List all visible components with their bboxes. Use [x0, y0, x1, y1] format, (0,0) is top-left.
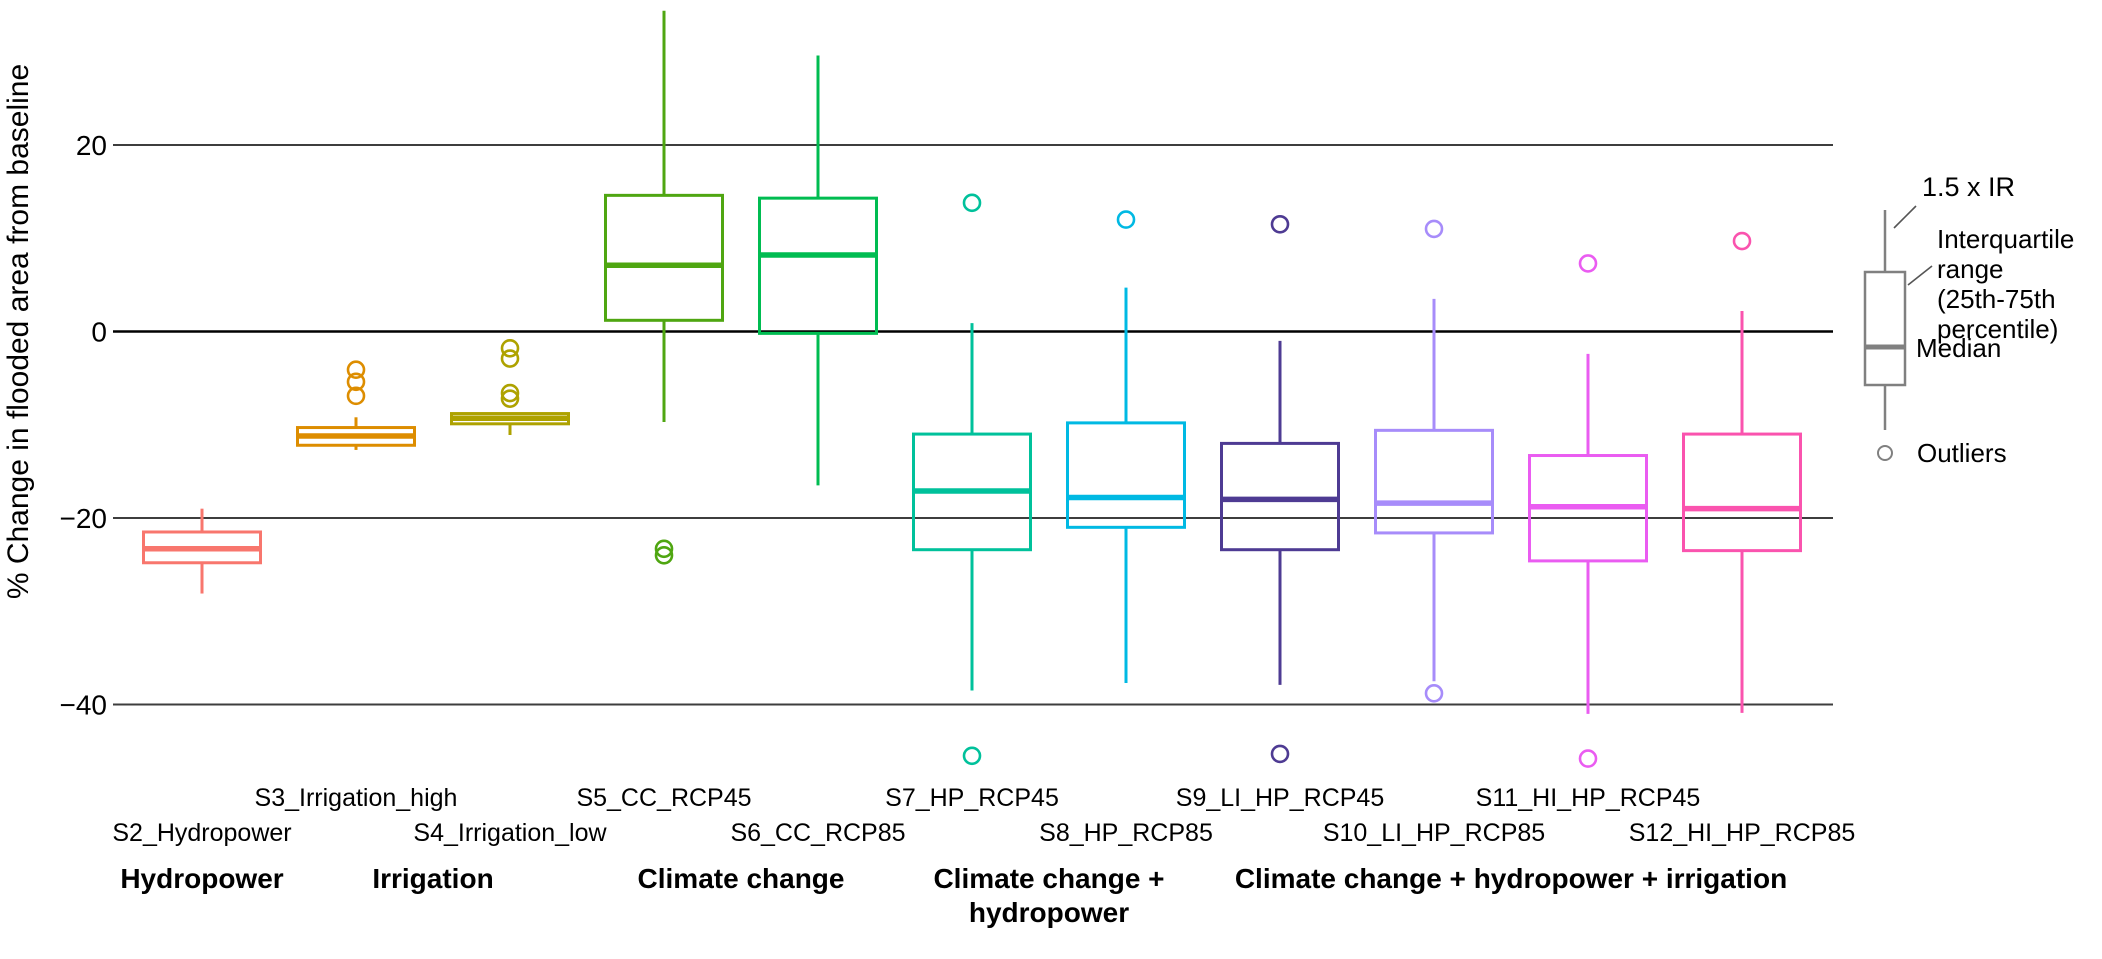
outlier-point	[500, 389, 520, 408]
outlier-point	[1424, 219, 1444, 239]
outlier-point	[1270, 214, 1290, 234]
legend-box-glyph	[1863, 270, 1907, 387]
iqr-box	[1220, 441, 1340, 552]
legend-leader-line	[1907, 265, 1933, 286]
outlier-point	[346, 386, 366, 406]
outlier-point	[1116, 210, 1136, 229]
box-S6_CC_RCP85	[758, 55, 878, 486]
outlier-point	[1424, 684, 1444, 703]
legend-outlier-icon	[1877, 445, 1893, 461]
legend-iqr-label: range	[1937, 254, 2004, 284]
box-S11_HI_HP_RCP45	[1528, 254, 1648, 768]
outlier-point	[1578, 749, 1598, 768]
y-tick-label: 20	[76, 130, 107, 161]
iqr-box	[758, 196, 878, 335]
scenario-label: S7_HP_RCP45	[885, 784, 1059, 812]
outlier-point	[500, 383, 520, 403]
scenario-label: S8_HP_RCP85	[1039, 819, 1213, 847]
scenario-label: S3_Irrigation_high	[255, 784, 458, 812]
gridlines: 20 0 −20 −40	[60, 130, 1833, 721]
group-label: Climate change	[638, 863, 845, 894]
scenario-label: S6_CC_RCP85	[730, 819, 905, 847]
iqr-box	[1682, 432, 1802, 553]
scenario-label: S11_HI_HP_RCP45	[1476, 784, 1701, 812]
outlier-point	[500, 349, 520, 368]
legend-whisker-label: 1.5 x IR	[1922, 172, 2015, 202]
box-S10_LI_HP_RCP85	[1374, 219, 1494, 703]
box-S8_HP_RCP85	[1066, 210, 1186, 684]
iqr-box	[604, 193, 724, 322]
legend-outliers-label: Outliers	[1917, 438, 2007, 468]
outlier-point	[1732, 231, 1752, 251]
y-tick-label: −20	[60, 503, 108, 534]
scenario-label: S10_LI_HP_RCP85	[1323, 819, 1545, 847]
outlier-point	[654, 545, 674, 565]
scenario-label: S12_HI_HP_RCP85	[1629, 819, 1856, 847]
legend: 1.5 x IR Interquartilerange(25th-75thperc…	[1863, 172, 2074, 468]
box-S9_LI_HP_RCP45	[1220, 214, 1340, 764]
y-tick-label: −40	[60, 690, 108, 721]
legend-iqr-label: percentile)	[1937, 314, 2058, 344]
iqr-box	[1374, 428, 1494, 535]
outlier-point	[1578, 254, 1598, 273]
outlier-point	[962, 193, 982, 213]
outlier-point	[1270, 744, 1290, 764]
legend-iqr-label: (25th-75th	[1937, 284, 2056, 314]
legend-median-label: Median	[1916, 333, 2001, 363]
outlier-point	[346, 360, 366, 380]
group-label: Climate change +	[933, 863, 1164, 894]
scenario-label: S2_Hydropower	[112, 819, 291, 847]
group-label: Hydropower	[120, 863, 283, 894]
y-axis-title: % Change in flooded area from baseline	[2, 64, 35, 599]
legend-iqr-label: Interquartile	[1937, 224, 2074, 254]
box-S7_HP_RCP45	[912, 193, 1032, 766]
scenario-label: S4_Irrigation_low	[413, 819, 607, 847]
legend-leader-line	[1893, 205, 1917, 229]
box-S4_Irrigation_low	[450, 338, 570, 436]
outlier-point	[346, 372, 366, 392]
box-S12_HI_HP_RCP85	[1682, 231, 1802, 713]
y-tick-label: 0	[91, 317, 107, 348]
box-S5_CC_RCP45	[604, 10, 724, 565]
box-S3_Irrigation_high	[296, 360, 416, 450]
scenario-label: S5_CC_RCP45	[576, 784, 751, 812]
group-label: Irrigation	[372, 863, 493, 894]
group-label: hydropower	[969, 897, 1129, 928]
group-label: Climate change + hydropower + irrigation	[1235, 863, 1787, 894]
iqr-box	[1066, 421, 1186, 529]
scenario-label: S9_LI_HP_RCP45	[1176, 784, 1384, 812]
outlier-point	[962, 746, 982, 766]
outlier-point	[654, 539, 674, 559]
box-S2_Hydropower	[142, 508, 262, 594]
outlier-point	[500, 338, 520, 358]
